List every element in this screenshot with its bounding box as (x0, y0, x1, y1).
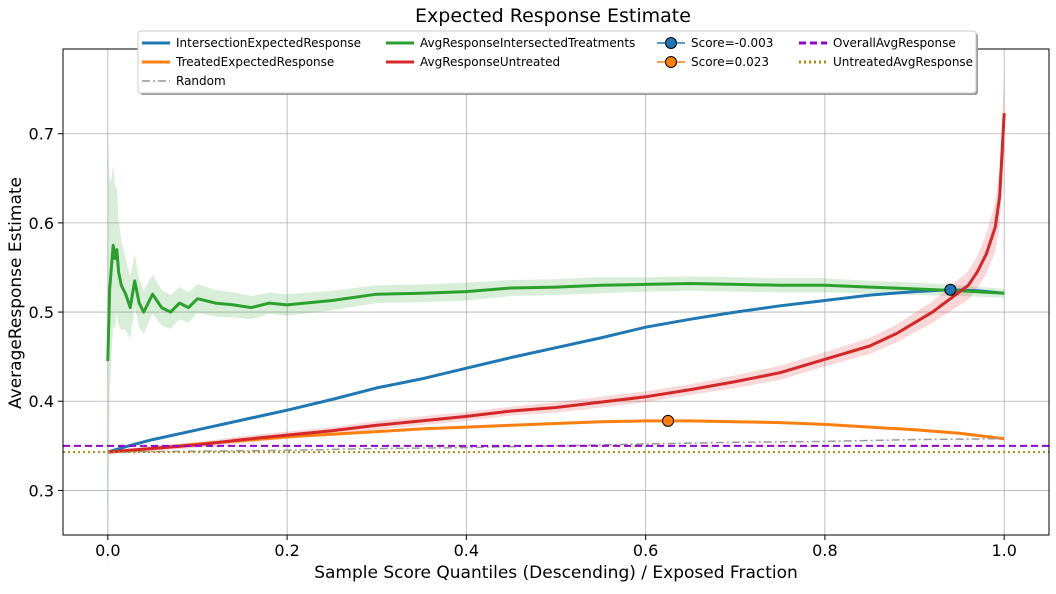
x-tick-label-2: 0.4 (454, 541, 479, 560)
legend-label-0: IntersectionExpectedResponse (176, 36, 361, 50)
y-tick-label-3: 0.6 (29, 214, 54, 233)
x-tick-label-4: 0.8 (812, 541, 837, 560)
legend-label-6: Score=0.023 (691, 55, 769, 69)
series-line-0 (107, 288, 1005, 454)
x-tick-label-5: 1.0 (991, 541, 1016, 560)
y-tick-label-1: 0.4 (29, 392, 54, 411)
x-tick-label-3: 0.6 (633, 541, 658, 560)
legend-label-8: UntreatedAvgResponse (833, 55, 973, 69)
x-tick-label-1: 0.2 (274, 541, 299, 560)
series-line-3 (106, 243, 1005, 362)
plot-area (63, 49, 1049, 535)
legend-box (137, 30, 977, 94)
legend: IntersectionExpectedResponse TreatedExpec… (137, 30, 978, 95)
series-line-2 (107, 437, 1005, 453)
y-tick-label-4: 0.7 (29, 125, 54, 144)
legend-label-3: AvgResponseIntersectedTreatments (420, 36, 635, 50)
series-group (63, 77, 1049, 584)
legend-handle-5 (657, 37, 685, 49)
legend-label-5: Score=-0.003 (691, 36, 773, 50)
y-axis-title: AverageResponse Estimate (6, 177, 26, 409)
chart-title: Expected Response Estimate (415, 5, 691, 27)
legend-label-4: AvgResponseUntreated (420, 55, 560, 69)
legend-label-1: TreatedExpectedResponse (175, 55, 334, 69)
y-tick-label-0: 0.3 (29, 481, 54, 500)
score-point-0 (944, 283, 957, 296)
score-point-1 (662, 414, 675, 427)
series-line-4 (107, 113, 1006, 454)
x-axis-ticks: 0.0 0.2 0.4 0.6 0.8 1.0 (95, 535, 1017, 560)
y-axis-ticks: 0.3 0.4 0.5 0.6 0.7 (29, 125, 63, 500)
legend-marker-6 (665, 56, 677, 68)
legend-label-7: OverallAvgResponse (833, 36, 956, 50)
legend-marker-5 (665, 37, 677, 49)
legend-handle-6 (657, 56, 685, 68)
x-tick-label-0: 0.0 (95, 541, 120, 560)
x-axis-title: Sample Score Quantiles (Descending) / Ex… (314, 563, 798, 583)
legend-label-2: Random (176, 74, 226, 88)
y-tick-label-2: 0.5 (29, 303, 54, 322)
